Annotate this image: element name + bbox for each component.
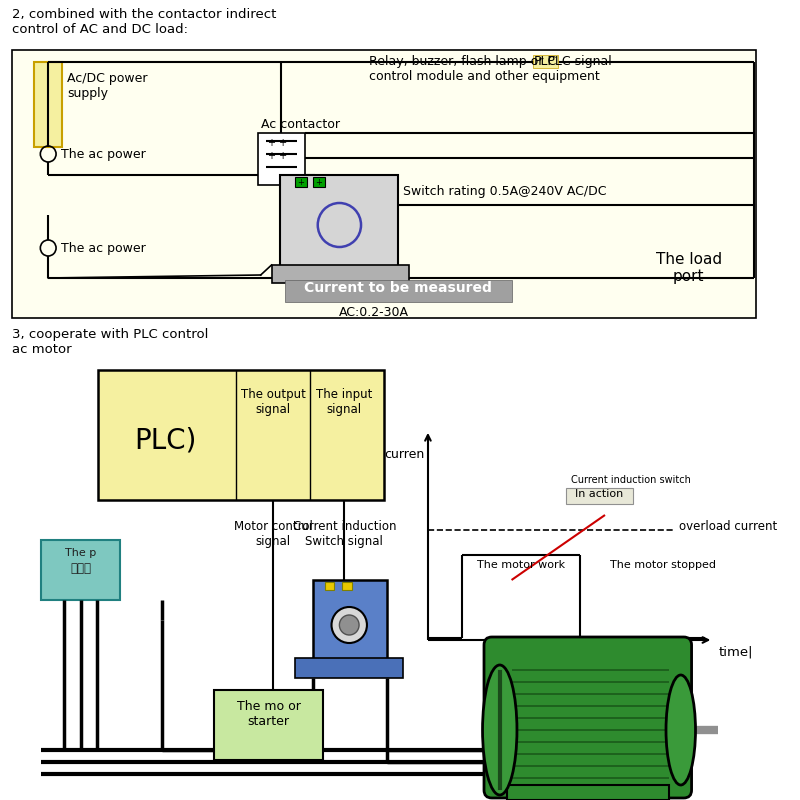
- Text: Current to be measured: Current to be measured: [305, 281, 492, 295]
- Text: Relay, buzzer, flash lamp or PLC signal
control module and other equipment: Relay, buzzer, flash lamp or PLC signal …: [369, 55, 612, 83]
- Bar: [34, 62, 62, 147]
- Ellipse shape: [666, 675, 695, 785]
- Bar: [533, 55, 558, 68]
- Text: The load
port: The load port: [655, 252, 722, 284]
- Text: The motor work: The motor work: [478, 560, 566, 570]
- Text: 2, combined with the contactor indirect
control of AC and DC load:: 2, combined with the contactor indirect …: [12, 8, 276, 36]
- Text: The output
signal: The output signal: [241, 388, 306, 416]
- Bar: [280, 175, 398, 275]
- Bar: [566, 488, 633, 504]
- Bar: [313, 580, 386, 660]
- Bar: [342, 582, 352, 590]
- Text: curren: curren: [385, 448, 425, 461]
- Text: The motor stopped: The motor stopped: [610, 560, 716, 570]
- Text: overload current: overload current: [678, 521, 777, 534]
- Text: The p: The p: [65, 548, 96, 558]
- Text: +: +: [298, 178, 305, 187]
- Bar: [214, 690, 322, 760]
- Bar: [325, 582, 334, 590]
- Bar: [506, 785, 669, 800]
- Text: The ac power: The ac power: [61, 242, 146, 255]
- Text: 紫外线: 紫外线: [70, 562, 91, 575]
- Bar: [12, 50, 755, 318]
- Circle shape: [339, 615, 359, 635]
- FancyBboxPatch shape: [484, 637, 691, 798]
- Bar: [98, 370, 384, 500]
- Text: Switch rating 0.5A@240V AC/DC: Switch rating 0.5A@240V AC/DC: [403, 185, 607, 198]
- Text: + +: + +: [267, 138, 286, 148]
- Text: time|: time|: [718, 645, 753, 658]
- Bar: [295, 658, 403, 678]
- Text: 3, cooperate with PLC control
ac motor: 3, cooperate with PLC control ac motor: [12, 328, 208, 356]
- Text: AC:0.2-30A: AC:0.2-30A: [339, 306, 409, 319]
- Text: The mo or
starter: The mo or starter: [237, 700, 301, 728]
- Circle shape: [331, 607, 367, 643]
- Text: Motor control
signal: Motor control signal: [234, 520, 313, 548]
- Text: The ac power: The ac power: [61, 148, 146, 161]
- Text: Ac/DC power
supply: Ac/DC power supply: [67, 72, 147, 100]
- Bar: [271, 265, 410, 283]
- Text: + +: + +: [267, 151, 286, 161]
- Text: Current induction switch: Current induction switch: [570, 475, 690, 485]
- Text: PLC): PLC): [134, 426, 197, 454]
- Text: PLC: PLC: [534, 55, 557, 68]
- Text: Current induction
Switch signal: Current induction Switch signal: [293, 520, 396, 548]
- Bar: [286, 280, 511, 302]
- Bar: [258, 133, 305, 185]
- Bar: [295, 177, 307, 187]
- Text: Ac contactor: Ac contactor: [261, 118, 340, 131]
- Text: +: +: [315, 178, 322, 187]
- Bar: [313, 177, 325, 187]
- Text: The input
signal: The input signal: [316, 388, 373, 416]
- Ellipse shape: [482, 665, 517, 795]
- Text: In action: In action: [575, 489, 623, 499]
- Bar: [42, 540, 120, 600]
